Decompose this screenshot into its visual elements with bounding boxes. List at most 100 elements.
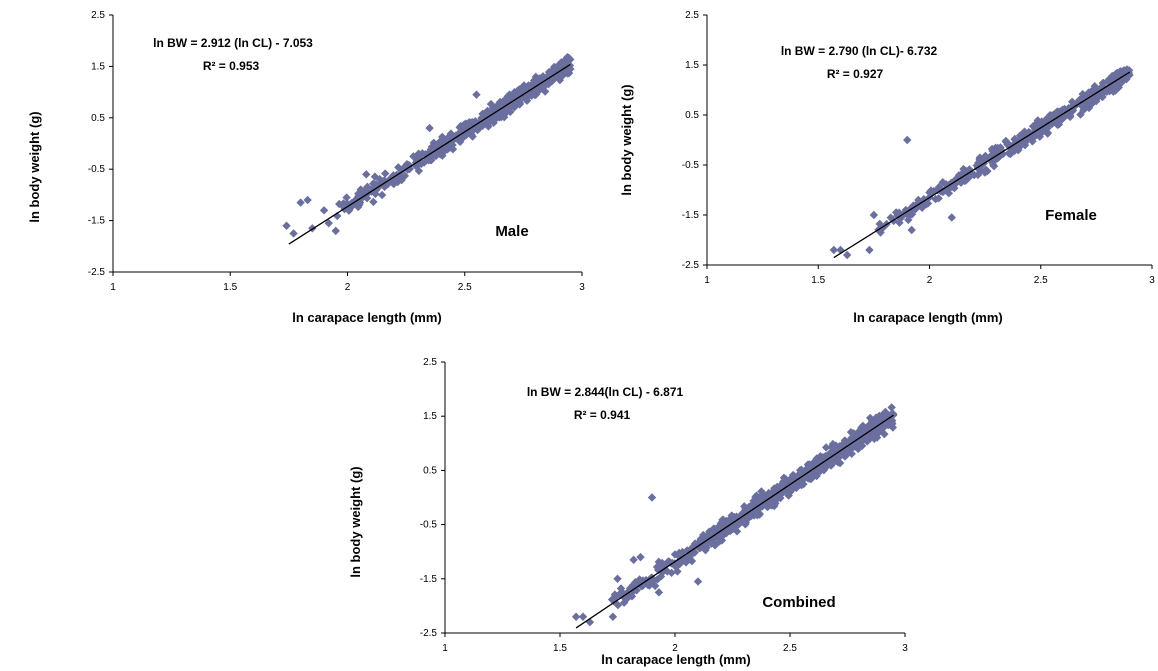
scatter-point <box>1103 76 1113 86</box>
scatter-point <box>709 524 719 533</box>
scatter-point <box>829 245 839 255</box>
x-tick-label: 1.5 <box>553 643 567 654</box>
scatter-point <box>831 441 841 450</box>
scatter-point <box>308 224 317 233</box>
scatter-series <box>571 403 898 627</box>
scatter-point <box>797 480 806 490</box>
scatter-point <box>806 464 816 474</box>
scatter-point <box>324 218 333 228</box>
scatter-point <box>840 436 850 445</box>
scatter-point <box>716 531 726 541</box>
y-tick-label: -2.5 <box>682 260 700 271</box>
scatter-point <box>869 210 879 220</box>
scatter-point <box>493 104 503 113</box>
scatter-point <box>787 485 796 495</box>
scatter-point <box>807 474 816 483</box>
y-tick-label: 0.5 <box>685 110 699 121</box>
scatter-point <box>468 132 477 141</box>
scatter-point <box>478 109 487 119</box>
scatter-point <box>556 73 566 82</box>
scatter-point <box>380 169 390 178</box>
scatter-point <box>869 417 879 426</box>
y-tick-label: -1.5 <box>682 210 700 221</box>
scatter-point <box>1090 84 1099 94</box>
scatter-point <box>842 250 852 260</box>
scatter-point <box>654 588 664 597</box>
scatter-point <box>781 475 791 484</box>
scatter-point <box>931 194 940 204</box>
scatter-point <box>342 193 351 202</box>
y-axis-title: ln body weight (g) <box>27 111 42 222</box>
scatter-point <box>457 131 466 140</box>
scatter-point <box>925 188 934 197</box>
scatter-point <box>1100 85 1110 94</box>
scatter-point <box>921 200 931 209</box>
scatter-point <box>823 459 832 468</box>
scatter-point <box>904 215 913 225</box>
trend-line <box>575 414 894 629</box>
scatter-point <box>772 494 781 503</box>
scatter-point <box>1054 120 1064 129</box>
scatter-point <box>394 163 403 172</box>
scatter-point <box>650 581 660 591</box>
x-tick-label: 2.5 <box>783 643 797 654</box>
scatter-point <box>757 487 766 496</box>
scatter-point <box>425 123 434 133</box>
scatter-point <box>784 491 793 500</box>
scatter-point <box>901 205 910 215</box>
scatter-point <box>751 492 760 502</box>
regression-equation: ln BW = 2.790 (ln CL)- 6.732 <box>781 44 938 58</box>
scatter-point <box>888 423 898 432</box>
scatter-point <box>637 581 646 591</box>
scatter-point <box>613 574 622 583</box>
scatter-point <box>1035 132 1044 141</box>
scatter-point <box>448 144 458 154</box>
scatter-point <box>439 135 449 144</box>
chart-panel-combined: ln body weight (g) ln carapace length (m… <box>348 357 908 667</box>
scatter-point <box>779 477 788 486</box>
trend-line <box>833 71 1131 259</box>
y-tick-label: 1.5 <box>91 61 105 72</box>
x-tick-label: 3 <box>579 282 585 293</box>
scatter-point <box>812 470 821 480</box>
x-tick-label: 2 <box>345 282 351 293</box>
scatter-point <box>671 562 681 572</box>
x-tick-label: 1 <box>442 643 448 654</box>
scatter-point <box>693 577 703 586</box>
scatter-point <box>1092 96 1101 106</box>
scatter-point <box>1065 112 1075 122</box>
scatter-point <box>509 98 519 108</box>
scatter-point <box>610 590 620 599</box>
x-tick-label: 2 <box>927 275 933 286</box>
scatter-point <box>1087 100 1096 109</box>
scatter-point <box>1038 127 1048 136</box>
scatter-point <box>1114 83 1124 92</box>
scatter-point <box>613 600 623 610</box>
scatter-point <box>1043 128 1052 137</box>
scatter-point <box>848 440 857 449</box>
scatter-point <box>356 185 365 194</box>
x-tick-label: 1 <box>110 282 116 293</box>
x-tick-label: 2 <box>672 643 678 654</box>
scatter-point <box>647 493 657 502</box>
scatter-point <box>1111 86 1120 95</box>
x-axis-title: ln carapace length (mm) <box>601 652 751 667</box>
scatter-point <box>876 228 885 237</box>
scatter-point <box>732 512 741 521</box>
scatter-series <box>829 65 1134 260</box>
scatter-point <box>1020 127 1029 136</box>
chart-panel-male: ln body weight (g) ln carapace length (m… <box>27 10 585 325</box>
scatter-point <box>879 422 889 431</box>
scatter-point <box>914 195 923 205</box>
scatter-point <box>335 199 344 209</box>
scatter-point <box>303 195 312 205</box>
scatter-point <box>625 584 635 593</box>
scatter-point <box>362 170 371 179</box>
scatter-point <box>369 197 378 207</box>
scatter-point <box>872 428 881 438</box>
scatter-point <box>816 454 826 464</box>
scatter-point <box>1075 95 1084 105</box>
y-tick-label: 1.5 <box>423 411 437 422</box>
y-tick-label: -2.5 <box>420 628 438 639</box>
scatter-point <box>1058 107 1067 117</box>
